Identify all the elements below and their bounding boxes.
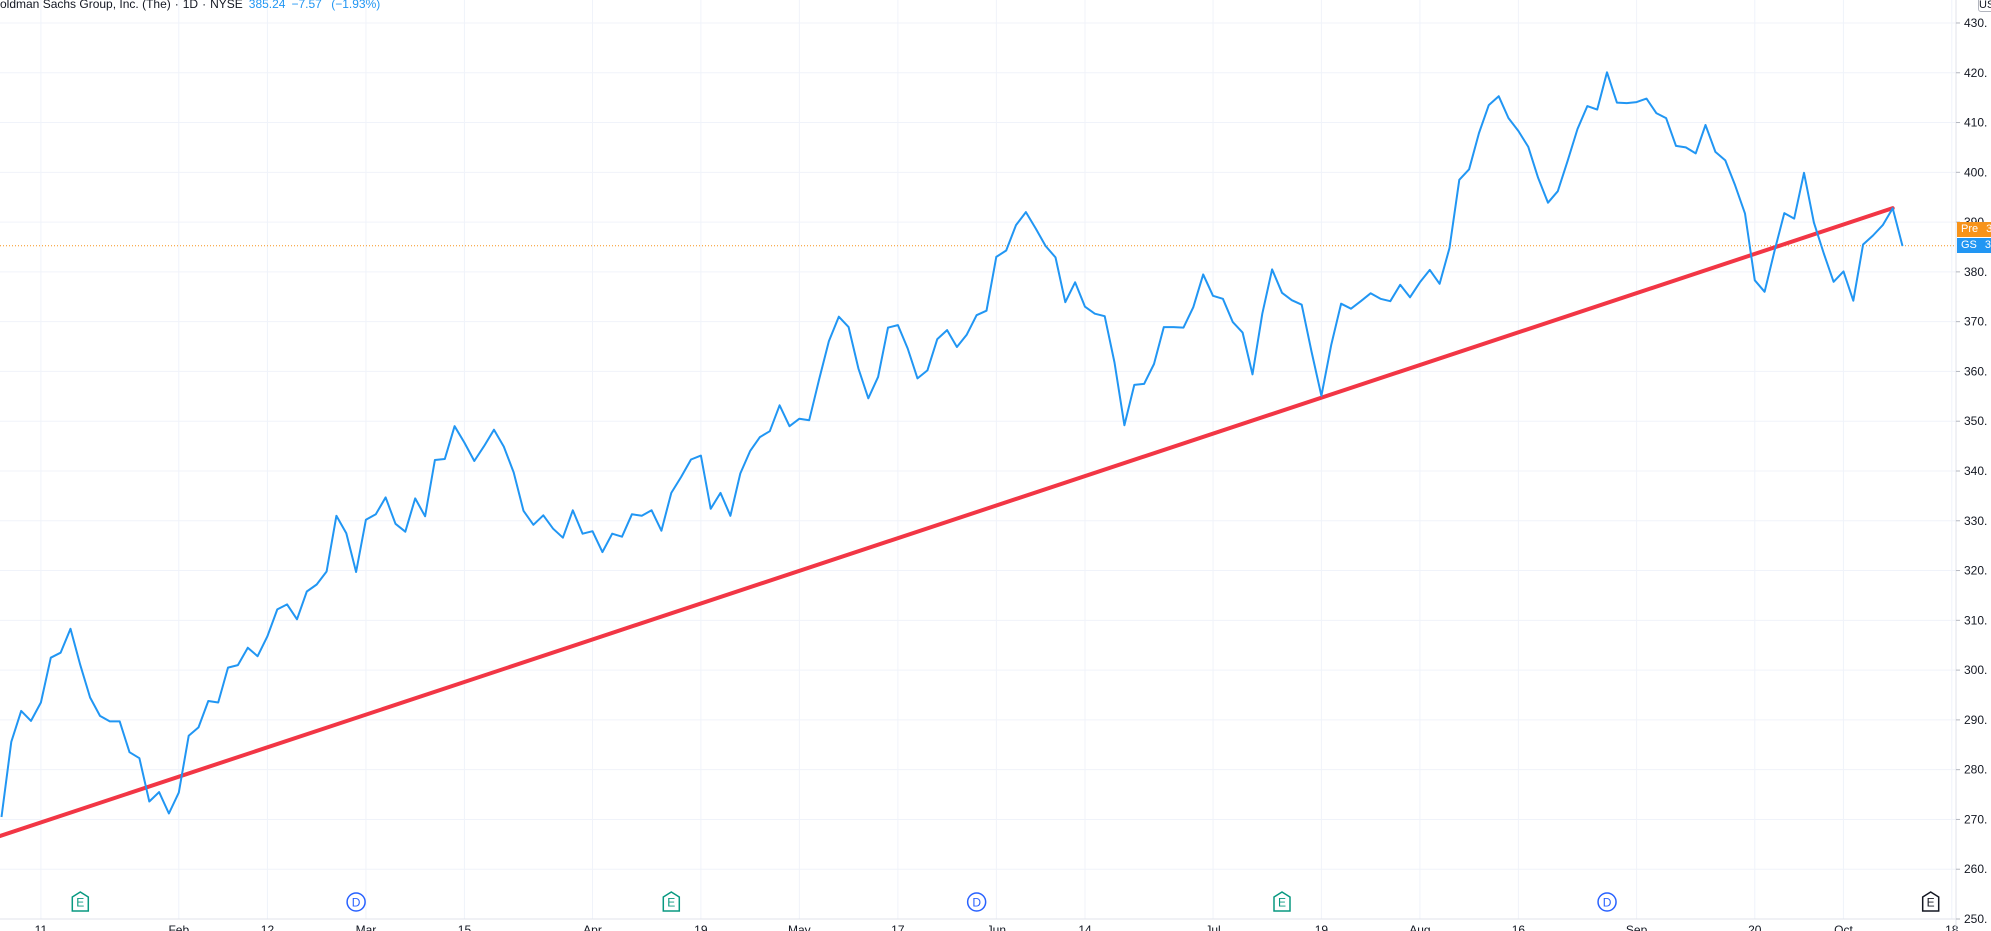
symbol-legend[interactable]: oldman Sachs Group, Inc. (The) · 1D · NYSE 38… — [0, 0, 380, 11]
price-series-line — [0, 71, 1904, 818]
price-tick-label: 380. — [1964, 265, 1987, 279]
price-tick-label: 280. — [1964, 763, 1987, 777]
symbol-tag-label: GS — [1961, 238, 1977, 251]
price-tick-label: 350. — [1964, 414, 1987, 428]
price-tick-label: 290. — [1964, 713, 1987, 727]
time-tick-label: 11 — [35, 923, 48, 931]
price-tick-label: 270. — [1964, 812, 1987, 826]
time-tick-label: Oct — [1834, 923, 1853, 931]
time-tick-label: 19 — [1315, 923, 1329, 931]
svg-text:E: E — [667, 896, 675, 910]
earnings-event-marker[interactable]: E — [1921, 891, 1940, 912]
time-tick-label: Mar — [356, 923, 377, 931]
chart-grid — [0, 0, 1956, 920]
price-tick-label: 310. — [1964, 613, 1987, 627]
pre-market-label: Pre — [1961, 222, 1979, 235]
time-tick-label: May — [788, 923, 811, 931]
svg-text:D: D — [1603, 896, 1612, 910]
svg-text:D: D — [352, 896, 361, 910]
price-change: −7.57 — [291, 0, 322, 11]
price-tick-label: 320. — [1964, 564, 1987, 578]
symbol-interval: 1D — [182, 0, 199, 11]
price-axis[interactable]: 430.420.410.400.390.380.370.360.350.340.… — [1955, 0, 1987, 931]
price-tick-label: 250. — [1964, 912, 1987, 926]
price-tick-label: 410. — [1964, 116, 1987, 130]
trendline[interactable] — [0, 206, 1895, 839]
price-tick-label: 300. — [1964, 663, 1987, 677]
price-tick-label: 260. — [1964, 862, 1987, 876]
dividend-event-marker[interactable]: D — [966, 892, 987, 912]
price-tick-label: 420. — [1964, 66, 1987, 80]
last-price-value: 385.24 — [248, 0, 286, 11]
price-tick-label: 330. — [1964, 514, 1987, 528]
price-tick-label: 400. — [1964, 165, 1987, 179]
price-change-percent: (−1.93%) — [331, 0, 381, 11]
dividend-event-marker[interactable]: D — [1597, 892, 1617, 912]
pre-market-price-tag: Pre 385. — [1957, 221, 1991, 237]
price-tick-label: 370. — [1964, 315, 1987, 329]
time-axis[interactable]: 11 Feb 12 Mar 15 Apr 19 May 17 Jun 14 Jul 19 Aug 16 Sep… — [0, 918, 1959, 931]
svg-text:D: D — [972, 896, 981, 910]
time-tick-label: Sep — [1626, 923, 1648, 931]
time-tick-label: 14 — [1078, 923, 1092, 931]
time-tick-label: Jun — [987, 923, 1006, 931]
series-points — [0, 70, 1905, 819]
currency-button[interactable]: US — [1978, 0, 1991, 12]
time-tick-label: 18 — [1945, 923, 1959, 931]
earnings-event-marker[interactable]: E — [662, 891, 681, 912]
time-tick-label: 12 — [261, 923, 275, 931]
pre-market-price: 385. — [1986, 222, 1991, 235]
time-tick-label: 19 — [694, 923, 708, 931]
time-tick-label: 15 — [458, 923, 472, 931]
time-tick-label: 16 — [1512, 923, 1526, 931]
time-tick-label: 17 — [891, 923, 905, 931]
price-tick-label: 340. — [1964, 464, 1987, 478]
svg-text:E: E — [76, 896, 84, 910]
time-tick-label: Jul — [1205, 923, 1220, 931]
earnings-event-marker[interactable]: E — [1273, 891, 1291, 912]
earnings-event-marker[interactable]: E — [71, 891, 90, 912]
price-tick-label: 430. — [1964, 16, 1987, 30]
symbol-exchange: NYSE — [210, 0, 243, 11]
svg-text:E: E — [1927, 896, 1935, 910]
symbol-title: oldman Sachs Group, Inc. (The) — [0, 0, 171, 11]
time-tick-label: Apr — [583, 923, 602, 931]
time-tick-label: 20 — [1748, 923, 1762, 931]
svg-text:E: E — [1278, 896, 1286, 910]
dividend-event-marker[interactable]: D — [346, 892, 366, 912]
symbol-tag-price: 385. — [1984, 238, 1991, 251]
time-tick-label: Aug — [1409, 923, 1430, 931]
time-tick-label: Feb — [168, 923, 189, 931]
symbol-price-tag: GS 385. — [1957, 237, 1991, 253]
price-tick-label: 360. — [1964, 364, 1987, 378]
